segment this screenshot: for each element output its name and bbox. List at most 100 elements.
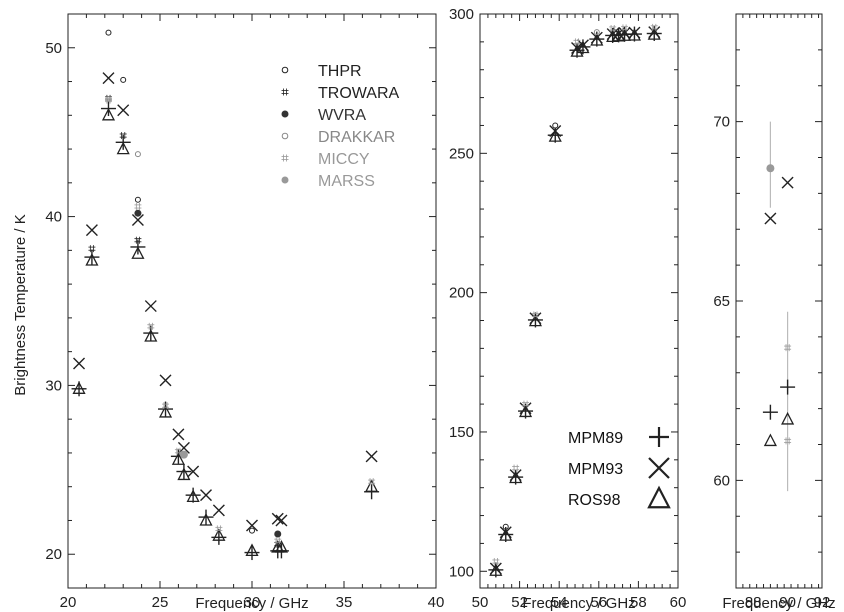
- data-point-ros98: [781, 411, 795, 425]
- data-point-mpm93: [131, 213, 144, 226]
- legend-marker-thpr: [281, 66, 289, 74]
- model-legend-label-mpm93: MPM93: [568, 461, 623, 478]
- model-legend-marker-mpm93: [648, 457, 670, 479]
- data-point-ros98: [590, 33, 604, 46]
- x-tick-label: 92: [814, 594, 831, 611]
- data-point-miccy: [573, 38, 581, 46]
- data-point-mpm93: [271, 512, 284, 525]
- data-point-mpm93: [200, 489, 212, 502]
- legend-label-wvra: WVRA: [318, 107, 366, 124]
- legend-label-trowara: TROWARA: [318, 85, 400, 102]
- x-tick-label: 52: [511, 594, 528, 611]
- data-point-ros98: [101, 107, 116, 121]
- data-point-ros98: [116, 141, 130, 155]
- data-point-ros98: [489, 563, 503, 576]
- data-point-ros98: [85, 253, 99, 266]
- data-point-ros98: [186, 489, 200, 503]
- x-tick-label: 35: [336, 594, 353, 611]
- model-legend: MPM89 MPM93 ROS98: [568, 427, 671, 509]
- data-point-ros98: [518, 404, 533, 418]
- model-legend-label-ros98: ROS98: [568, 492, 621, 509]
- data-point-thpr: [120, 76, 127, 83]
- data-point-ros98: [763, 433, 777, 447]
- data-point-mpm93: [85, 224, 98, 237]
- x-tick-label: 25: [152, 594, 169, 611]
- data-point-mpm93: [159, 374, 172, 387]
- y-tick-label: 65: [713, 293, 730, 310]
- x-tick-label: 20: [60, 594, 77, 611]
- x-tick-label: 30: [244, 594, 261, 611]
- data-point-thpr: [105, 29, 112, 36]
- data-point-trowara: [88, 245, 96, 253]
- data-point-ros98: [199, 513, 213, 526]
- y-tick-label: 40: [45, 209, 62, 226]
- legend-label-thpr: THPR: [318, 63, 362, 80]
- y-tick-label: 300: [449, 6, 474, 23]
- x-tick-label: 50: [472, 594, 489, 611]
- data-point-ros98: [365, 479, 379, 492]
- data-point-ros98: [131, 246, 145, 259]
- data-point-mpm93: [73, 357, 86, 370]
- data-point-ros98: [576, 40, 590, 54]
- data-point-miccy: [492, 558, 500, 566]
- data-point-mpm93: [187, 465, 200, 478]
- y-tick-label: 60: [713, 472, 730, 489]
- data-point-ros98: [647, 27, 661, 40]
- legend-label-drakkar: DRAKKAR: [318, 129, 395, 146]
- y-axis-label: Brightness Temperature / K: [12, 214, 29, 395]
- data-point-marss: [179, 450, 188, 459]
- data-point-ros98: [245, 543, 259, 557]
- x-axis-label: Frequency / GHz: [722, 595, 835, 612]
- panel-right: 88 90 92 60 65 70 Frequency / GHz: [713, 13, 836, 612]
- model-legend-label-mpm89: MPM89: [568, 430, 623, 447]
- data-point-mpm93: [117, 104, 130, 117]
- data-point-ros98: [627, 27, 642, 41]
- data-point-mpm93: [764, 212, 777, 225]
- data-point-ros98: [72, 381, 86, 394]
- y-tick-label: 50: [45, 40, 62, 57]
- x-tick-label: 58: [630, 594, 647, 611]
- data-point-miccy: [104, 96, 112, 104]
- data-point-ros98: [499, 528, 513, 541]
- y-tick-label: 150: [449, 424, 474, 441]
- data-point-mpm93: [275, 514, 288, 527]
- legend-marker-wvra: [281, 110, 289, 118]
- data-point-drakkar: [593, 29, 600, 36]
- panel-middle: 50 52 54 56 58 60 100 150 200 250 300 Frequency / G…: [449, 6, 686, 612]
- data-point-mpm93: [102, 72, 115, 85]
- data-point-miccy: [512, 464, 520, 472]
- y-tick-label: 100: [449, 563, 474, 580]
- data-point-miccy: [609, 24, 617, 32]
- data-point-wvra: [134, 209, 142, 217]
- data-point-mpm93: [246, 519, 258, 532]
- data-point-ros98: [509, 470, 523, 484]
- data-point-mpm89: [244, 545, 260, 561]
- data-point-mpm93: [365, 450, 378, 463]
- data-point-miccy: [784, 344, 792, 352]
- data-point-ros98: [528, 313, 543, 327]
- data-point-ros98: [274, 540, 289, 553]
- x-axis-label: Frequency / GHz: [195, 595, 308, 612]
- x-tick-label: 60: [670, 594, 687, 611]
- model-legend-marker-mpm89: [649, 427, 669, 447]
- data-point-miccy: [368, 478, 376, 486]
- data-point-ros98: [158, 404, 173, 418]
- panel-left: 20 25 30 35 40 20 30 40 50 Frequency / GHz: [45, 13, 444, 612]
- data-point-mpm89: [84, 249, 100, 265]
- x-tick-label: 90: [779, 594, 796, 611]
- data-point-miccy: [215, 525, 223, 533]
- data-point-miccy: [650, 23, 658, 31]
- data-point-mpm89: [762, 404, 778, 420]
- x-tick-label: 88: [745, 594, 762, 611]
- y-tick-label: 250: [449, 145, 474, 162]
- plot-frame: [735, 13, 823, 589]
- x-tick-label: 56: [590, 594, 607, 611]
- data-point-mpm93: [144, 300, 157, 313]
- data-point-mpm89: [198, 509, 214, 525]
- data-point-ros98: [548, 129, 562, 142]
- legend-label-miccy: MICCY: [318, 151, 370, 168]
- data-point-mpm89: [780, 379, 796, 395]
- data-point-thpr: [134, 196, 141, 203]
- data-point-miccy: [784, 437, 792, 445]
